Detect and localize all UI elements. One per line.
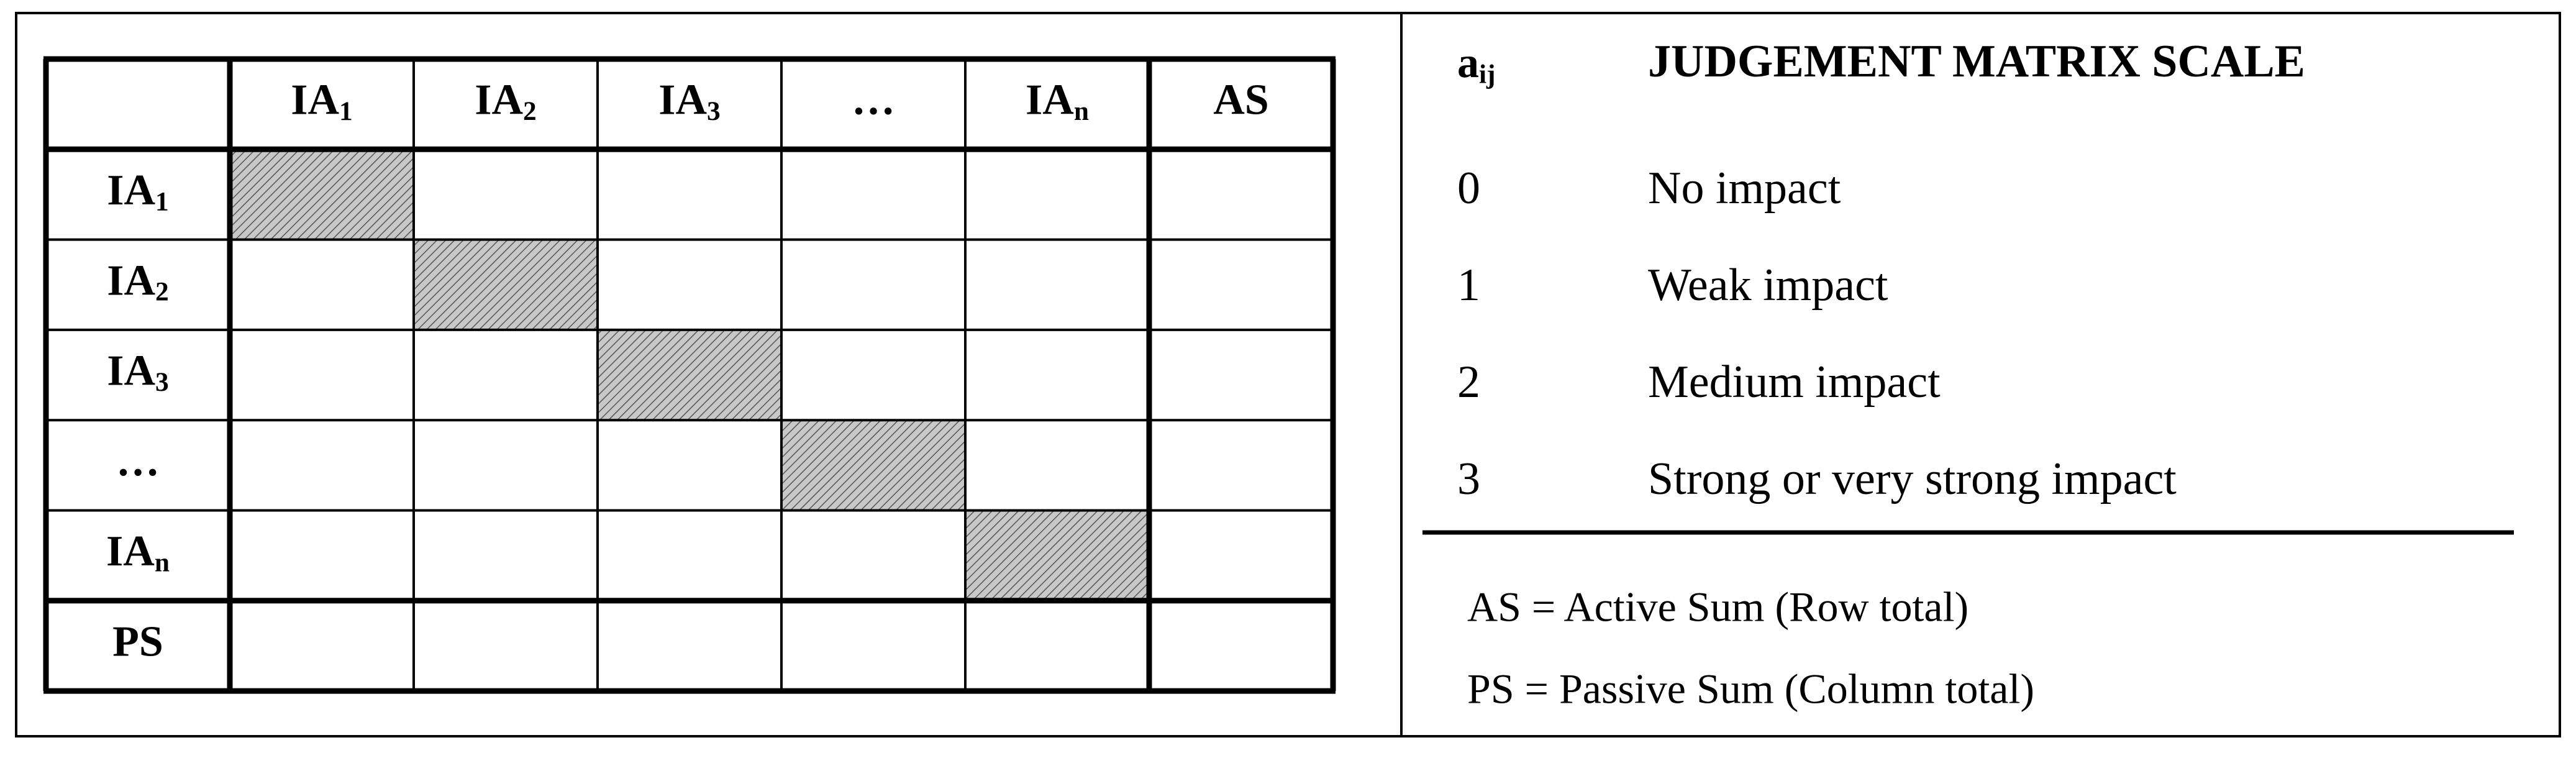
column-header-sub: n	[1074, 96, 1089, 126]
column-header: IA3	[658, 76, 721, 126]
row-header-sub: n	[155, 548, 170, 578]
row-header-base: …	[116, 437, 160, 485]
row-header-base: PS	[112, 618, 163, 666]
column-header-base: AS	[1213, 76, 1268, 124]
scale-meaning: Strong or very strong impact	[1648, 454, 2177, 505]
row-header: …	[116, 437, 160, 485]
column-header-base: …	[852, 76, 895, 124]
column-header: IAn	[1026, 76, 1089, 126]
note: PS = Passive Sum (Column total)	[1467, 665, 2034, 713]
column-header-base: IA	[475, 76, 523, 124]
row-header-sub: 2	[155, 277, 169, 307]
column-header-sub: 2	[523, 96, 537, 126]
scale-meaning: Weak impact	[1648, 260, 1888, 311]
diagonal-cell	[598, 329, 781, 421]
row-header: IA3	[107, 347, 169, 397]
column-header: IA2	[475, 76, 537, 126]
row-header-base: IA	[107, 347, 155, 395]
column-header: …	[852, 76, 895, 124]
row-header-base: IA	[106, 527, 155, 575]
column-header-base: IA	[291, 76, 339, 124]
scale-value: 3	[1457, 454, 1480, 505]
scale-symbol: aij	[1457, 39, 1496, 89]
outer-border	[15, 12, 2561, 737]
row-header-base: IA	[107, 257, 155, 304]
diagonal-cell	[965, 510, 1149, 601]
scale-meaning: No impact	[1648, 163, 1841, 214]
note: AS = Active Sum (Row total)	[1467, 583, 1968, 631]
scale-title: JUDGEMENT MATRIX SCALE	[1648, 36, 2305, 87]
scale-symbol-base: a	[1457, 39, 1479, 87]
row-header: PS	[112, 618, 163, 666]
diagonal-cell	[414, 239, 598, 330]
column-header-base: IA	[1026, 76, 1074, 124]
row-header-base: IA	[107, 167, 155, 214]
row-header-sub: 1	[155, 186, 169, 216]
diagonal-cell	[781, 420, 965, 511]
scale-value: 1	[1457, 260, 1480, 311]
column-header-sub: 1	[339, 96, 353, 126]
row-header: IA1	[107, 167, 169, 216]
column-header: IA1	[291, 76, 353, 126]
row-header: IA2	[107, 257, 169, 306]
column-header-base: IA	[658, 76, 707, 124]
column-header-sub: 3	[707, 96, 721, 126]
column-header: AS	[1213, 76, 1268, 124]
row-header: IAn	[106, 527, 170, 577]
scale-value: 2	[1457, 357, 1480, 408]
scale-value: 0	[1457, 163, 1480, 214]
diagonal-cell	[230, 149, 414, 240]
row-header-sub: 3	[155, 367, 169, 397]
scale-meaning: Medium impact	[1648, 357, 1941, 408]
scale-symbol-sub: ij	[1479, 59, 1496, 89]
